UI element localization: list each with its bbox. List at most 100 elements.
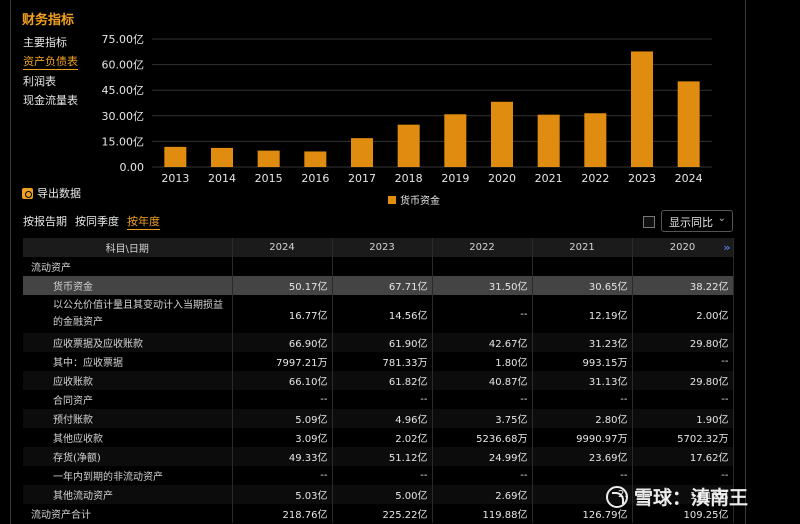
nav-main-indicators[interactable]: 主要指标 bbox=[23, 36, 67, 49]
more-columns-icon[interactable]: » bbox=[723, 241, 731, 254]
yoy-checkbox[interactable] bbox=[643, 216, 655, 228]
x-tick-label: 2014 bbox=[208, 172, 236, 185]
watermark: 雪球：滇南王 bbox=[606, 483, 748, 510]
cell-value: 5.09亿 bbox=[232, 409, 333, 428]
row-label: 应收账款 bbox=[23, 371, 233, 390]
header-2023[interactable]: 2023 bbox=[332, 238, 433, 257]
cell-value: 14.56亿 bbox=[332, 295, 433, 333]
bar-2015 bbox=[257, 150, 280, 167]
table-row[interactable]: 预付账款 5.09亿 4.96亿 3.75亿 2.80亿 1.90亿 bbox=[23, 409, 734, 428]
cell-value: 218.76亿 bbox=[232, 504, 333, 523]
x-tick-label: 2013 bbox=[161, 172, 189, 185]
cell-value: 2.02亿 bbox=[332, 428, 433, 447]
bar-2022 bbox=[584, 113, 607, 167]
table-header-row: 科目\日期 2024 2023 2022 2021 2020 » bbox=[23, 238, 734, 257]
y-tick-label: 45.00亿 bbox=[102, 84, 145, 97]
x-tick-label: 2024 bbox=[675, 172, 703, 185]
x-tick-label: 2021 bbox=[535, 172, 563, 185]
x-tick-label: 2019 bbox=[441, 172, 469, 185]
row-label: 以公允价值计量且其变动计入当期损益的金融资产 bbox=[23, 295, 233, 333]
cell-value: 51.12亿 bbox=[332, 447, 433, 466]
watermark-text: 雪球：滇南王 bbox=[634, 487, 749, 509]
bar-2021 bbox=[537, 114, 560, 167]
y-tick-label: 30.00亿 bbox=[102, 110, 145, 123]
cell-value: 119.88亿 bbox=[432, 504, 533, 523]
cell-value: -- bbox=[432, 295, 533, 333]
cell-value: -- bbox=[632, 466, 734, 485]
cell-value: 2.00亿 bbox=[632, 295, 734, 333]
nav-cash-flow[interactable]: 现金流量表 bbox=[23, 94, 78, 107]
panel-frame bbox=[10, 0, 746, 524]
export-data-button[interactable]: 导出数据 bbox=[22, 185, 81, 201]
cell-value: 1.90亿 bbox=[632, 409, 734, 428]
export-icon bbox=[22, 187, 33, 199]
yoy-dropdown-label: 显示同比 bbox=[669, 216, 713, 229]
cell-value: 16.77亿 bbox=[232, 295, 333, 333]
cell-value: 42.67亿 bbox=[432, 333, 533, 352]
cell-value: 2.69亿 bbox=[432, 485, 533, 504]
nav-income-statement[interactable]: 利润表 bbox=[23, 75, 56, 88]
row-label: 应收票据及应收账款 bbox=[23, 333, 233, 352]
table-row[interactable]: 以公允价值计量且其变动计入当期损益的金融资产 16.77亿 14.56亿 -- 12.1… bbox=[23, 295, 734, 333]
cell-value: 225.22亿 bbox=[332, 504, 433, 523]
cell-value bbox=[232, 257, 333, 276]
table-row[interactable]: 应收账款 66.10亿 61.82亿 40.87亿 31.13亿 29.80亿 bbox=[23, 371, 734, 390]
row-label: 存货(净额) bbox=[23, 447, 233, 466]
cell-value: 3.75亿 bbox=[432, 409, 533, 428]
row-label: 货币资金 bbox=[23, 276, 233, 295]
yoy-dropdown[interactable]: 显示同比 ⌄ bbox=[661, 210, 733, 232]
table-row[interactable]: 存货(净额) 49.33亿 51.12亿 24.99亿 23.69亿 17.62亿 bbox=[23, 447, 734, 466]
y-tick-label: 15.00亿 bbox=[102, 135, 145, 148]
header-2021[interactable]: 2021 bbox=[532, 238, 633, 257]
cell-value: 29.80亿 bbox=[632, 371, 734, 390]
table-row[interactable]: 流动资产合计 218.76亿 225.22亿 119.88亿 126.79亿 109.25… bbox=[23, 504, 734, 523]
bar-2024 bbox=[677, 81, 700, 167]
table-row[interactable]: 流动资产 bbox=[23, 257, 734, 276]
cell-value: 31.23亿 bbox=[532, 333, 633, 352]
cell-value: 12.19亿 bbox=[532, 295, 633, 333]
cell-value: 5.03亿 bbox=[232, 485, 333, 504]
cell-value: -- bbox=[532, 466, 633, 485]
tab-by-same-quarter[interactable]: 按同季度 bbox=[75, 215, 119, 228]
cell-value: 50.17亿 bbox=[232, 276, 333, 295]
cell-value: 67.71亿 bbox=[332, 276, 433, 295]
legend-label: 货币资金 bbox=[400, 196, 440, 207]
cell-value: 49.33亿 bbox=[232, 447, 333, 466]
header-2024[interactable]: 2024 bbox=[232, 238, 333, 257]
cell-value: 5.00亿 bbox=[332, 485, 433, 504]
header-2020[interactable]: 2020 » bbox=[632, 238, 734, 257]
tab-by-year[interactable]: 按年度 bbox=[127, 215, 160, 230]
cell-value: -- bbox=[432, 466, 533, 485]
table-row[interactable]: 应收票据及应收账款 66.90亿 61.90亿 42.67亿 31.23亿 29.80亿 bbox=[23, 333, 734, 352]
cell-value: 126.79亿 bbox=[532, 504, 633, 523]
cell-value: 61.82亿 bbox=[332, 371, 433, 390]
cell-value: -- bbox=[332, 466, 433, 485]
x-tick-label: 2020 bbox=[488, 172, 516, 185]
tab-by-report-period[interactable]: 按报告期 bbox=[23, 215, 67, 228]
header-subject: 科目\日期 bbox=[23, 238, 233, 257]
table-row[interactable]: 合同资产 -- -- -- -- -- bbox=[23, 390, 734, 409]
x-tick-label: 2018 bbox=[395, 172, 423, 185]
cell-value: 31.13亿 bbox=[532, 371, 633, 390]
cell-value: -- bbox=[432, 390, 533, 409]
cell-value: 1.80亿 bbox=[432, 352, 533, 371]
cell-value: 66.10亿 bbox=[232, 371, 333, 390]
table-row[interactable]: 一年内到期的非流动资产 -- -- -- -- -- bbox=[23, 466, 734, 485]
header-2022[interactable]: 2022 bbox=[432, 238, 533, 257]
table-row[interactable]: 其中：应收票据 7997.21万 781.33万 1.80亿 993.15万 -- bbox=[23, 352, 734, 371]
row-label: 预付账款 bbox=[23, 409, 233, 428]
cell-value: 5702.32万 bbox=[632, 428, 734, 447]
cell-value: 61.90亿 bbox=[332, 333, 433, 352]
table-row[interactable]: 货币资金 50.17亿 67.71亿 31.50亿 30.65亿 38.22亿 bbox=[23, 276, 734, 295]
table-row[interactable]: 其他应收款 3.09亿 2.02亿 5236.68万 9990.97万 5702.32万 bbox=[23, 428, 734, 447]
row-label: 一年内到期的非流动资产 bbox=[23, 466, 233, 485]
cell-value: -- bbox=[232, 466, 333, 485]
header-2020-label: 2020 bbox=[669, 242, 696, 253]
bar-2017 bbox=[351, 138, 373, 167]
bar-2014 bbox=[211, 147, 233, 167]
cell-value: 2.80亿 bbox=[532, 409, 633, 428]
cell-value: 24.99亿 bbox=[432, 447, 533, 466]
cell-value: 66.90亿 bbox=[232, 333, 333, 352]
cell-value: 3.09亿 bbox=[232, 428, 333, 447]
nav-balance-sheet[interactable]: 资产负债表 bbox=[23, 55, 78, 70]
